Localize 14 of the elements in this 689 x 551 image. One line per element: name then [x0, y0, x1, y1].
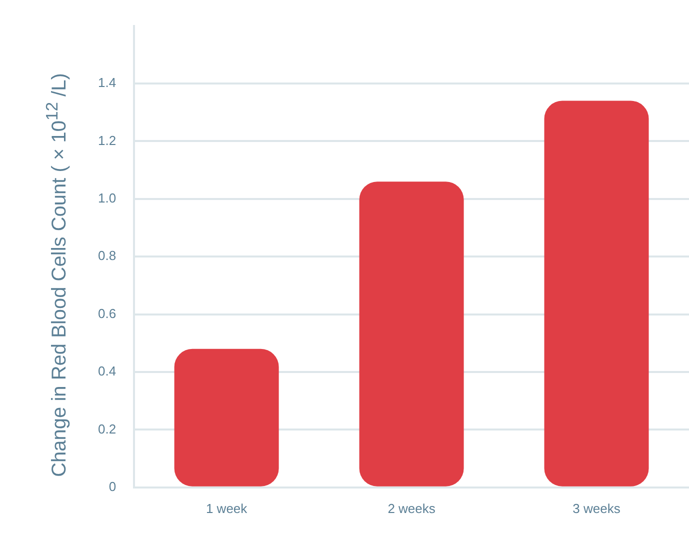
y-tick-label: 1.0	[98, 190, 116, 206]
bar	[174, 348, 279, 486]
x-tick-label: 3 weeks	[572, 500, 621, 516]
y-tick-label: 0	[108, 478, 116, 494]
x-tick-label: 1 week	[206, 500, 248, 516]
y-tick-label: 0.2	[98, 421, 116, 436]
y-tick-label: 0.4	[98, 364, 116, 379]
y-tick-label: 0.8	[98, 248, 116, 264]
x-tick-label: 2 weeks	[388, 500, 436, 516]
y-tick-label: 0.6	[98, 306, 116, 321]
y-tick-label: 1.2	[98, 132, 116, 148]
y-tick-label: 1.4	[98, 75, 116, 90]
bar	[544, 100, 649, 486]
bar	[359, 182, 464, 486]
